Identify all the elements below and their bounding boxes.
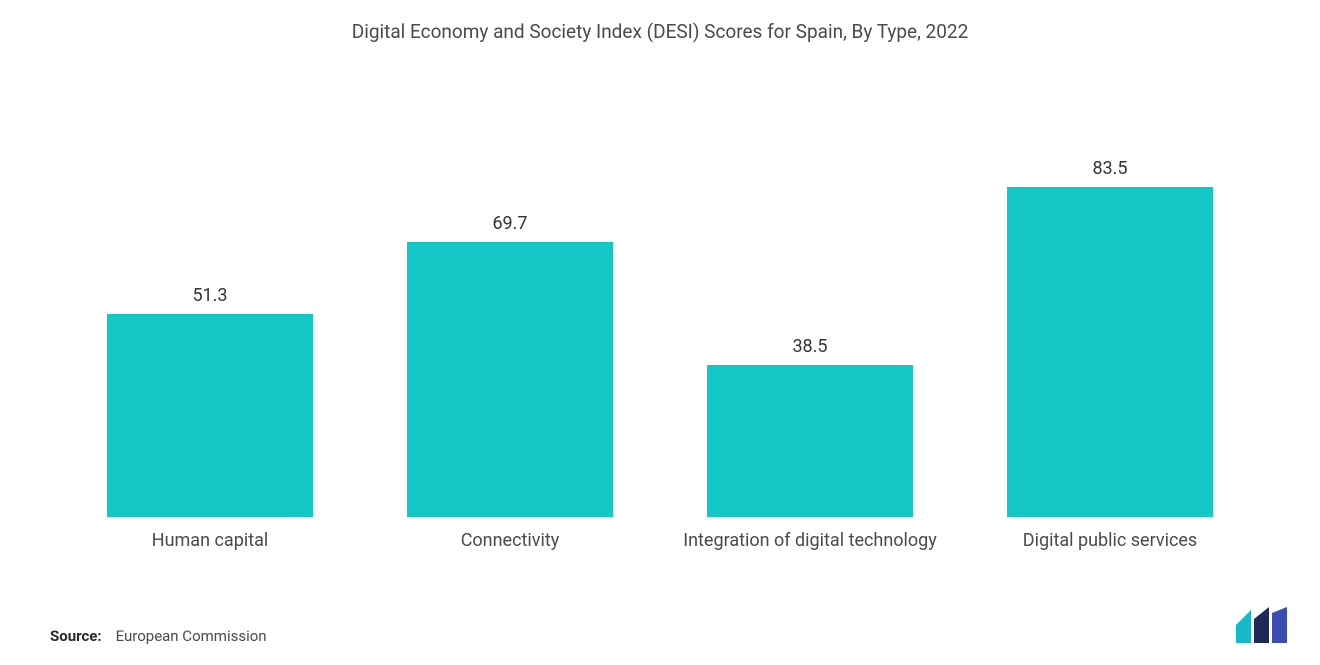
bar [1007,187,1213,517]
x-axis-label: Human capital [78,529,342,587]
chart-container: Digital Economy and Society Index (DESI)… [0,0,1320,665]
source-line: Source: European Commission [50,627,267,645]
bar [707,365,913,517]
chart-title: Digital Economy and Society Index (DESI)… [0,0,1320,53]
brand-logo-icon [1234,607,1290,645]
bar-value-label: 83.5 [1092,158,1127,179]
bar-group: 38.5 [678,336,942,517]
bar-group: 69.7 [378,213,642,517]
plot-area: 51.3 69.7 38.5 83.5 [0,53,1320,517]
bar [107,314,313,517]
bar-value-label: 69.7 [492,213,527,234]
x-axis: Human capital Connectivity Integration o… [0,517,1320,587]
bar-value-label: 51.3 [192,285,227,306]
chart-footer: Source: European Commission [0,587,1320,665]
bar-group: 51.3 [78,285,342,517]
source-label: Source: [50,627,102,645]
x-axis-label: Integration of digital technology [678,529,942,587]
bar [407,242,613,517]
bar-group: 83.5 [978,158,1242,517]
source-value: European Commission [116,627,267,645]
x-axis-label: Digital public services [978,529,1242,587]
bar-value-label: 38.5 [792,336,827,357]
x-axis-label: Connectivity [378,529,642,587]
